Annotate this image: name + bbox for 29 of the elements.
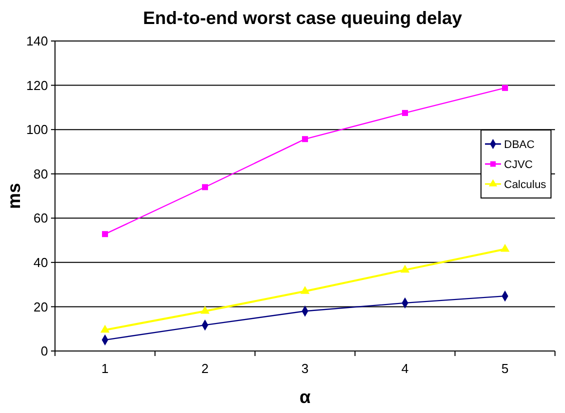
point (300, 286, 310, 294)
y-tick-label: 80 (34, 166, 48, 182)
point (400, 264, 410, 273)
legend-label: Calculus (504, 178, 547, 191)
y-tick-label: 0 (40, 344, 48, 359)
y-tick-label: 140 (26, 34, 48, 49)
y-axis-title: ms (4, 182, 24, 210)
point (202, 184, 208, 190)
point (402, 110, 408, 116)
x-tick-label: 3 (301, 361, 309, 376)
chart-title: End-to-end worst case queuing delay (142, 8, 462, 28)
point (102, 231, 108, 238)
y-tick-label: 20 (34, 299, 48, 314)
y-tick-label: 40 (34, 254, 48, 270)
point (100, 324, 110, 333)
point (502, 84, 508, 91)
y-tick-label: 100 (26, 122, 48, 138)
x-tick-label: 5 (501, 361, 509, 376)
x-tick-label: 1 (101, 361, 109, 376)
y-tick-label: 60 (34, 210, 48, 226)
point (500, 244, 510, 252)
x-axis-title: α (299, 387, 311, 407)
x-tick-label: 4 (401, 361, 409, 376)
x-tick-label: 2 (201, 361, 209, 376)
y-tick-label: 120 (26, 78, 48, 93)
point (302, 136, 308, 142)
point (200, 306, 210, 314)
legend-label: CJVC (504, 158, 533, 171)
legend-label: DBAC (504, 138, 535, 151)
